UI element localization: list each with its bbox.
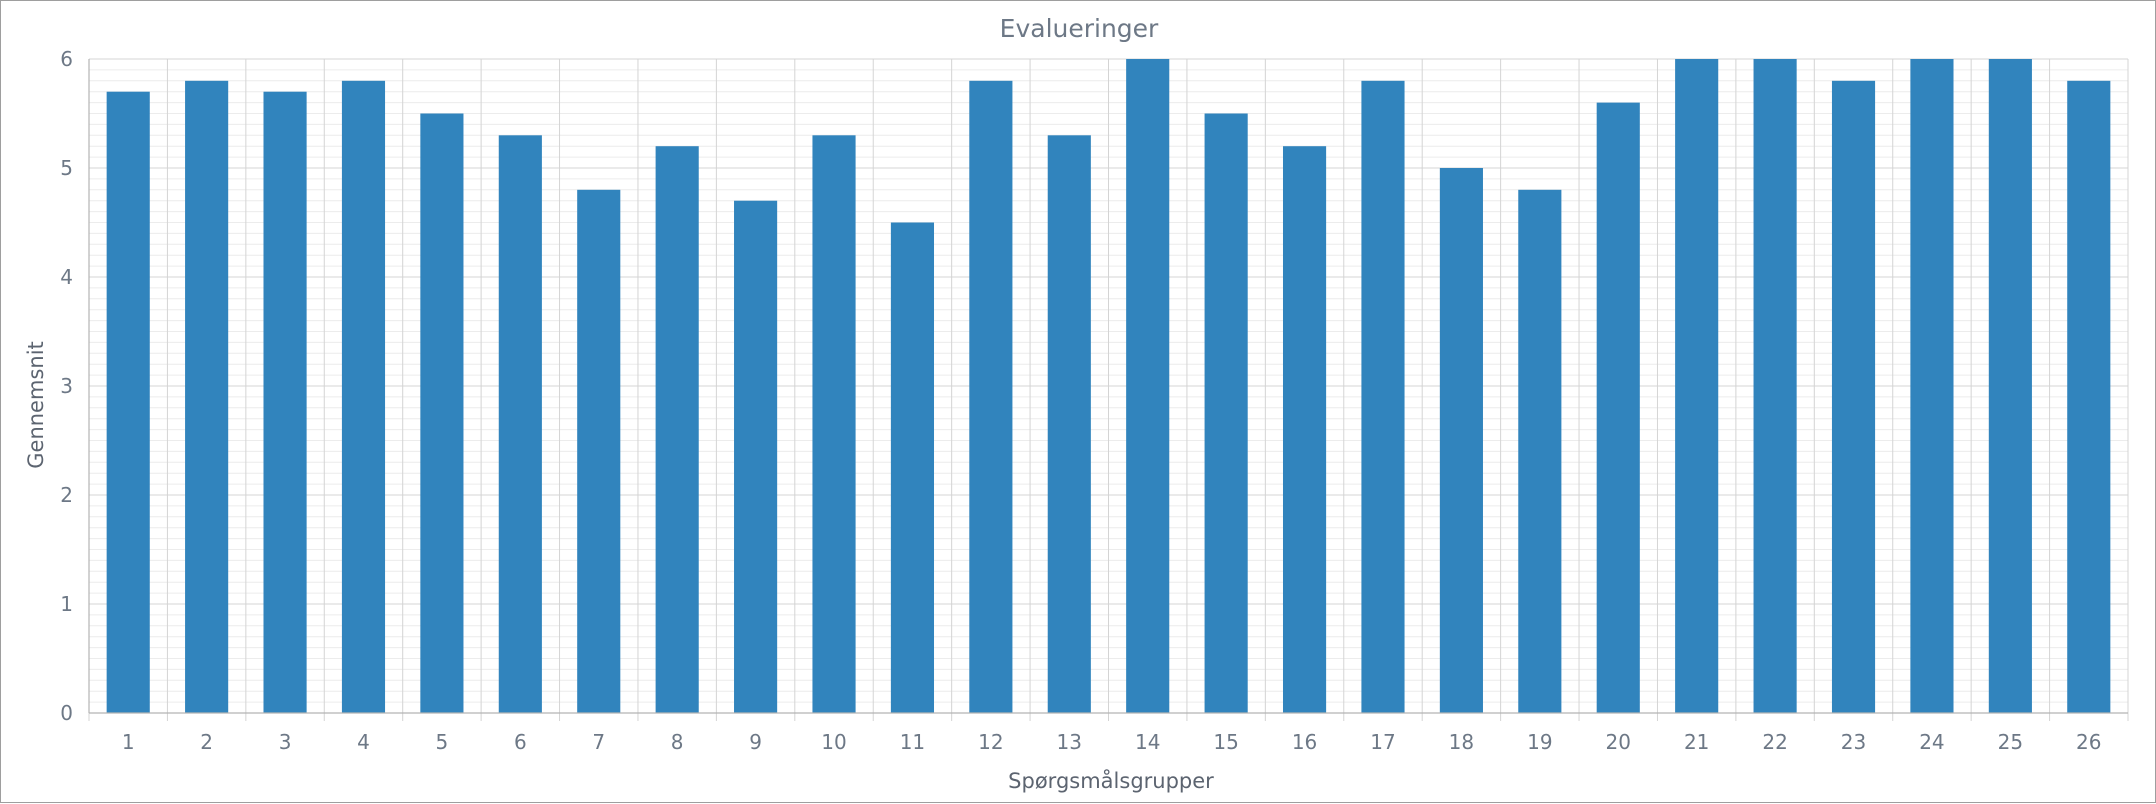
x-tick-label: 2 <box>200 730 213 754</box>
bars <box>106 59 2111 714</box>
x-tick-label: 13 <box>1057 730 1082 754</box>
axes <box>88 59 2128 714</box>
bar <box>1047 135 1091 714</box>
x-tick-label: 5 <box>436 730 449 754</box>
x-tick-label: 9 <box>749 730 762 754</box>
bar <box>106 91 150 713</box>
bar <box>1204 113 1248 713</box>
x-tick-label: 1 <box>122 730 135 754</box>
chart-title: Evalueringer <box>1000 14 1159 43</box>
bar <box>1675 59 1719 713</box>
bar <box>1282 146 1327 713</box>
bar <box>1988 59 2032 713</box>
bar <box>185 80 229 714</box>
bar <box>1910 59 1954 713</box>
x-tick-label: 21 <box>1684 730 1709 754</box>
bar <box>577 189 621 714</box>
x-tick-label: 12 <box>978 730 1003 754</box>
x-tick-label: 23 <box>1841 730 1866 754</box>
bar <box>341 80 386 714</box>
x-tick-label: 14 <box>1135 730 1160 754</box>
x-tick-label: 22 <box>1762 730 1787 754</box>
bar <box>969 80 1013 714</box>
x-tick-label: 15 <box>1213 730 1238 754</box>
bar <box>263 91 307 713</box>
bar <box>1126 59 1170 713</box>
bar <box>812 135 856 714</box>
x-tick-label: 16 <box>1292 730 1317 754</box>
y-tick-label: 3 <box>60 374 73 398</box>
x-tick-label: 7 <box>592 730 605 754</box>
y-tick-label: 6 <box>60 47 73 71</box>
bar <box>420 113 464 713</box>
x-tick-label: 8 <box>671 730 684 754</box>
y-axis-title: Gennemsnit <box>24 341 48 469</box>
x-tick-label: 19 <box>1527 730 1552 754</box>
y-tick-label: 5 <box>60 156 73 180</box>
x-tick-label: 4 <box>357 730 370 754</box>
y-tick-label: 0 <box>60 701 73 725</box>
bar <box>1596 102 1640 714</box>
x-tick-label: 6 <box>514 730 527 754</box>
y-tick-label: 4 <box>60 265 73 289</box>
x-tick-label: 26 <box>2076 730 2101 754</box>
y-tick-label: 2 <box>60 483 73 507</box>
bar <box>498 135 542 714</box>
x-tick-label: 18 <box>1449 730 1474 754</box>
y-tick-label: 1 <box>60 592 73 616</box>
x-axis-title: Spørgsmålsgrupper <box>1008 768 1214 793</box>
x-tick-label: 25 <box>1998 730 2023 754</box>
x-tick-label: 10 <box>821 730 846 754</box>
bar <box>1518 189 1562 714</box>
x-tick-label: 11 <box>900 730 925 754</box>
bar <box>1831 80 1876 714</box>
bar <box>890 222 935 713</box>
bar <box>1439 168 1483 713</box>
x-tick-label: 17 <box>1370 730 1395 754</box>
bar <box>2067 80 2111 714</box>
bar <box>734 200 778 713</box>
bar <box>1361 80 1405 714</box>
x-tick-label: 20 <box>1606 730 1631 754</box>
bar <box>655 146 699 713</box>
x-tick-label: 24 <box>1919 730 1944 754</box>
x-tick-label: 3 <box>279 730 292 754</box>
grid <box>88 58 2129 721</box>
bar <box>1753 59 1797 713</box>
